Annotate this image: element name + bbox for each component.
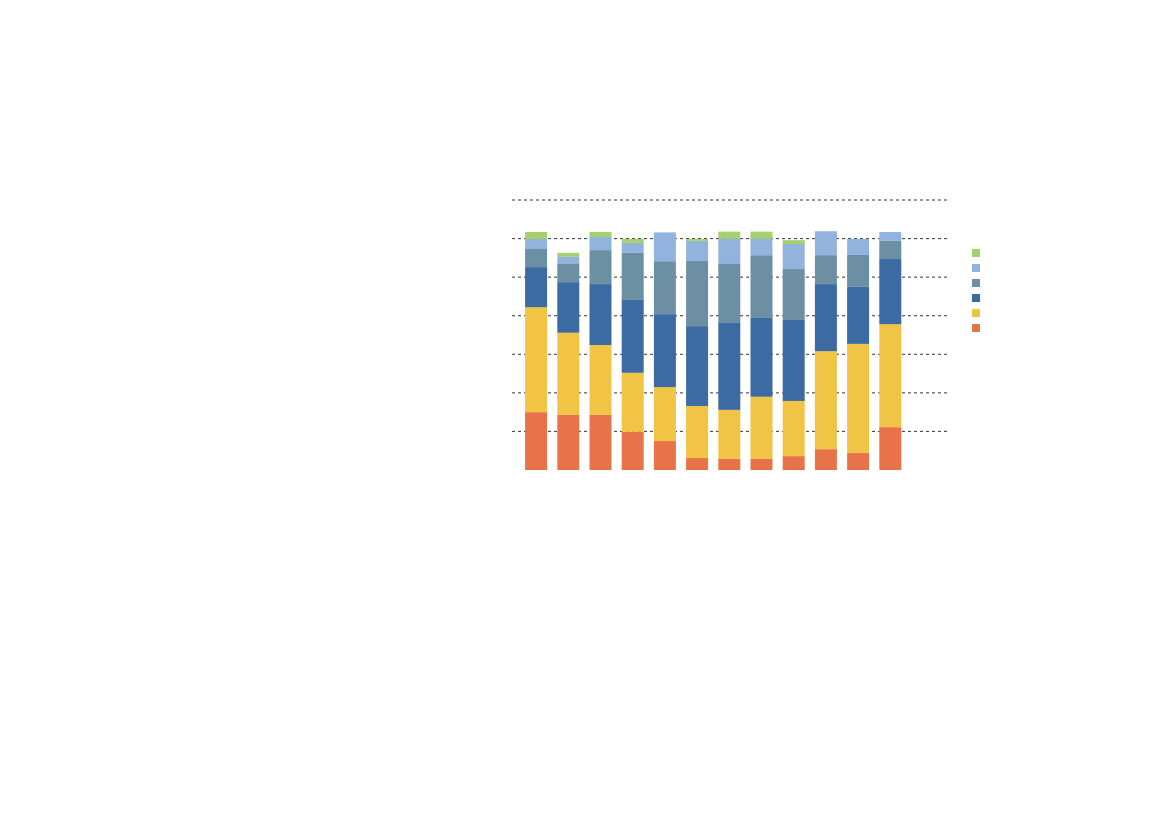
bar-segment: [718, 231, 741, 239]
bar-segment: [847, 453, 870, 470]
bar-segment: [589, 237, 612, 251]
bar-segment: [782, 319, 805, 401]
bar-segment: [750, 396, 773, 459]
bar-segment: [879, 259, 902, 325]
bar-segment: [750, 231, 773, 239]
bar-segment: [814, 255, 837, 285]
bar-segment: [782, 240, 805, 244]
bar-segment: [847, 238, 870, 255]
bar-segment: [718, 263, 741, 323]
bar-segment: [879, 324, 902, 428]
bar-segment: [621, 242, 644, 253]
bar-segment: [557, 414, 580, 470]
bar-segment: [525, 238, 548, 249]
bar-segment: [589, 345, 612, 415]
bar-segment: [814, 284, 837, 352]
bar-segment: [525, 248, 548, 268]
bar-segment: [718, 322, 741, 410]
bar-segment: [750, 238, 773, 256]
legend-marker: [972, 324, 980, 332]
bar-segment: [621, 431, 644, 470]
bar-segment: [814, 449, 837, 470]
bar-segment: [782, 400, 805, 457]
bar-segment: [653, 441, 676, 470]
legend-marker: [972, 279, 980, 287]
bar-segment: [750, 255, 773, 318]
bar-segment: [879, 232, 902, 241]
bar-segment: [750, 317, 773, 397]
bar-segment: [621, 372, 644, 432]
bar-segment: [589, 284, 612, 346]
bar-segment: [653, 261, 676, 315]
bar-segment: [782, 269, 805, 320]
bar-segment: [782, 243, 805, 270]
legend-marker: [972, 309, 980, 317]
bar-segment: [718, 458, 741, 470]
bar-segment: [879, 240, 902, 260]
bar-segment: [847, 254, 870, 287]
bar-segment: [718, 238, 741, 264]
bar-segment: [847, 286, 870, 344]
bar-segment: [750, 458, 773, 470]
bar-segment: [621, 252, 644, 300]
bar-segment: [621, 299, 644, 373]
legend-marker: [972, 264, 980, 272]
bar-segment: [525, 232, 548, 239]
bar-segment: [557, 282, 580, 333]
legend-marker: [972, 294, 980, 302]
bar-segment: [847, 343, 870, 454]
bar-segment: [686, 405, 709, 459]
bar-segment: [557, 256, 580, 264]
bar-segment: [653, 314, 676, 388]
bar-segment: [653, 387, 676, 442]
bar-segment: [525, 267, 548, 308]
bar-segment: [879, 427, 902, 470]
bar-segment: [589, 250, 612, 285]
bar-segment: [718, 409, 741, 459]
bar-segment: [814, 231, 837, 256]
bar-segment: [686, 240, 709, 261]
bar-segment: [525, 412, 548, 470]
bar-segment: [589, 232, 612, 238]
bar-segment: [814, 351, 837, 450]
bar-segment: [525, 307, 548, 413]
bar-segment: [686, 238, 709, 241]
bar-segment: [589, 414, 612, 470]
bar-segment: [653, 232, 676, 262]
bar-segment: [557, 332, 580, 415]
legend-marker: [972, 249, 980, 257]
bar-segment: [782, 456, 805, 470]
bar-segment: [621, 238, 644, 243]
bar-segment: [557, 263, 580, 283]
bar-segment: [557, 252, 580, 257]
bar-segment: [686, 326, 709, 406]
bar-segment: [686, 458, 709, 470]
bar-segment: [686, 260, 709, 327]
